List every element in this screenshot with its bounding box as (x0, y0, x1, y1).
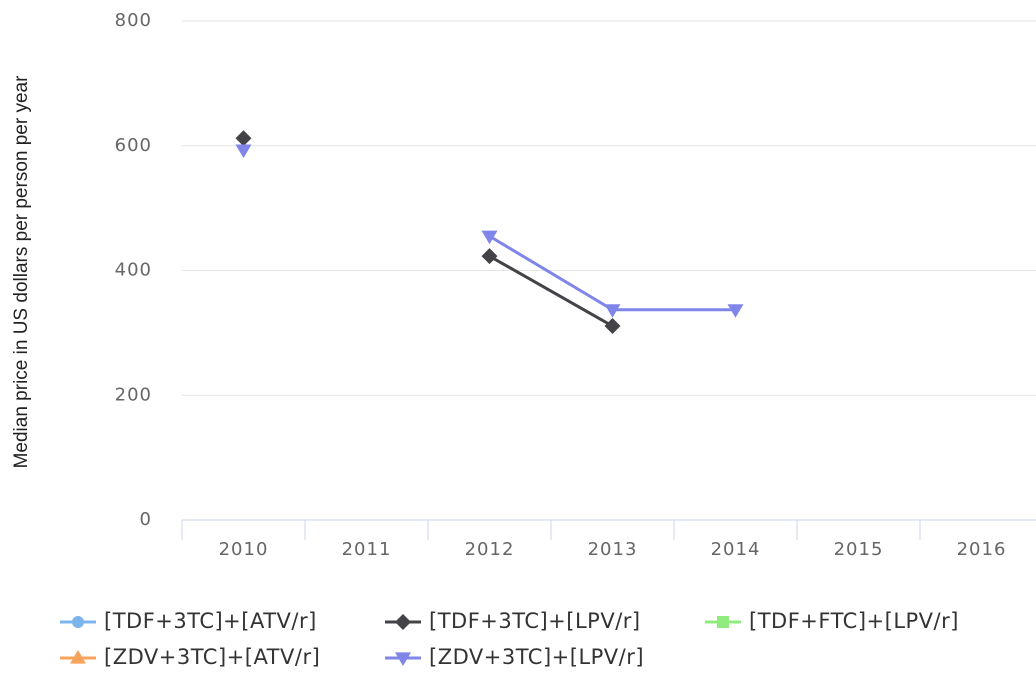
x-tick-label: 2016 (957, 539, 1007, 560)
y-tick-label: 0 (140, 509, 152, 530)
x-tick-label: 2014 (711, 539, 761, 560)
x-tick-label: 2015 (834, 539, 884, 560)
x-tick-label: 2012 (465, 539, 515, 560)
x-tick-label: 2013 (588, 539, 638, 560)
legend-label: [TDF+3TC]+[LPV/r] (429, 609, 641, 633)
data-point (604, 304, 621, 318)
legend-marker (395, 614, 411, 630)
data-point (235, 130, 252, 147)
legend-marker (395, 652, 411, 666)
data-point (481, 248, 498, 265)
legend-label: [ZDV+3TC]+[ATV/r] (104, 645, 320, 669)
y-tick-label: 400 (115, 260, 152, 281)
data-point (604, 318, 621, 335)
data-point (727, 304, 744, 318)
legend-marker (717, 616, 729, 628)
x-tick-label: 2010 (219, 539, 269, 560)
y-tick-label: 600 (115, 135, 152, 156)
data-point (481, 230, 498, 245)
legend-label: [ZDV+3TC]+[LPV/r] (429, 645, 644, 669)
legend-label: [TDF+3TC]+[ATV/r] (104, 609, 317, 633)
x-tick-label: 2011 (342, 539, 392, 560)
y-tick-label: 800 (115, 10, 152, 31)
series-line (488, 254, 614, 328)
data-point (235, 144, 252, 159)
legend-marker (70, 650, 86, 664)
legend-label: [TDF+FTC]+[LPV/r] (749, 609, 959, 633)
y-axis-title: Median price in US dollars per person pe… (11, 75, 32, 469)
series-line (488, 234, 736, 312)
legend-marker (72, 616, 84, 628)
y-tick-label: 200 (115, 384, 152, 405)
